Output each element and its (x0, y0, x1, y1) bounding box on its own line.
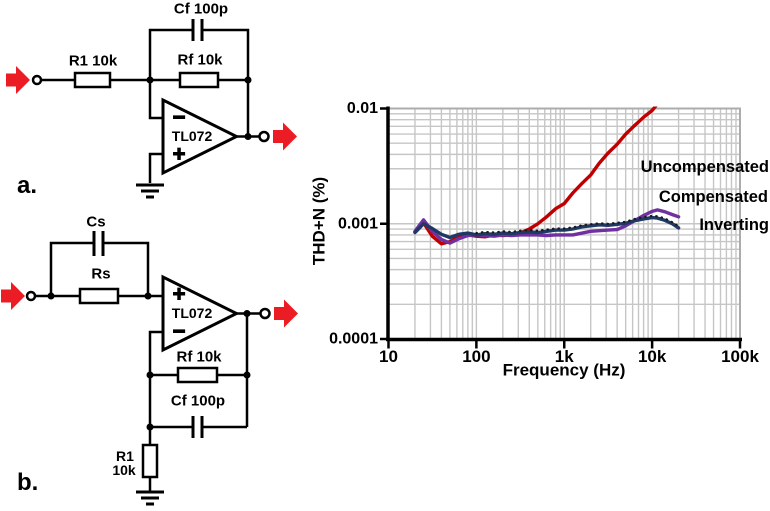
resistor-r1 (141, 443, 159, 479)
output-terminal (258, 130, 270, 143)
axis-ticks (380, 107, 742, 349)
input-arrow-icon (1, 282, 25, 310)
noninverting-pin-label: + (173, 282, 186, 307)
ground-symbol (136, 490, 164, 506)
rs-label: Rs (91, 266, 110, 283)
resistor-rf (176, 366, 219, 384)
cs-label: Cs (86, 214, 105, 231)
node-dot (146, 371, 154, 379)
r1-label-line2: 10k (112, 462, 136, 478)
series-curve-compensated (413, 208, 681, 245)
opamp-triangle (161, 274, 240, 353)
y-tick-label: 0.01 (347, 100, 378, 117)
output-arrow-icon (274, 299, 298, 328)
rf-label: Rf 10k (176, 349, 222, 366)
panel-b-label: b. (17, 469, 38, 496)
x-tick-label: 10k (638, 347, 667, 366)
node-dot (146, 423, 154, 431)
resistor-rs (78, 287, 120, 305)
noninverting-pin-label: + (173, 142, 186, 167)
cf-label: Cf 100p (171, 393, 225, 410)
inverting-pin-label: − (173, 319, 186, 344)
r1-label-line1: R1 (116, 448, 134, 464)
output-arrow-icon (273, 122, 297, 151)
x-tick-label: 1k (555, 347, 574, 366)
node-dot (144, 292, 152, 300)
node-dot (47, 292, 55, 300)
node-dot (243, 310, 251, 317)
series-curve-inverting (413, 215, 681, 240)
series-curve-inverting-dotted-trace (475, 214, 680, 235)
legend-compensated: Compensated (659, 188, 768, 206)
node-dot (244, 133, 252, 140)
x-axis-title: Frequency (Hz) (503, 361, 626, 380)
node-dot (244, 76, 252, 84)
grid-lines (388, 108, 740, 339)
circuit-a: Cf 100p R1 10k Rf 10k − TL072 + a. (6, 1, 297, 199)
tick-labels: 10 100 1k 10k 100k 0.01 0.001 0.0001 (329, 100, 759, 366)
circuit-diagrams: Cf 100p R1 10k Rf 10k − TL072 + a. Cs Rs… (1, 1, 298, 506)
r1-label: R1 10k (69, 53, 118, 70)
cf-label: Cf 100p (174, 1, 228, 18)
resistor-rf (178, 71, 220, 89)
ground-symbol (136, 183, 164, 199)
inverting-pin-label: − (173, 105, 186, 130)
node-dot (243, 371, 251, 379)
x-tick-label: 100 (462, 347, 490, 366)
opamp-triangle (161, 97, 240, 176)
y-axis-title: THD+N (%) (310, 177, 329, 265)
opamp-name: TL072 (172, 128, 213, 144)
resistor-r1 (73, 71, 112, 89)
circuit-b: Cs Rs + TL072 − Rf 10k Cf 100p R1 10k b. (1, 214, 298, 506)
legend-uncompensated: Uncompensated (641, 158, 769, 176)
input-arrow-icon (6, 66, 30, 94)
rf-label: Rf 10k (177, 52, 223, 69)
y-tick-label: 0.0001 (329, 331, 378, 348)
y-tick-label: 0.001 (338, 215, 378, 232)
wires (41, 28, 260, 183)
opamp-name: TL072 (172, 305, 213, 321)
x-tick-label: 100k (721, 347, 759, 366)
node-dot (146, 76, 154, 84)
data-curves (413, 106, 681, 246)
x-tick-label: 10 (379, 347, 398, 366)
panel-a-label: a. (17, 172, 37, 199)
legend-inverting: Inverting (699, 216, 769, 234)
output-terminal (259, 307, 271, 320)
